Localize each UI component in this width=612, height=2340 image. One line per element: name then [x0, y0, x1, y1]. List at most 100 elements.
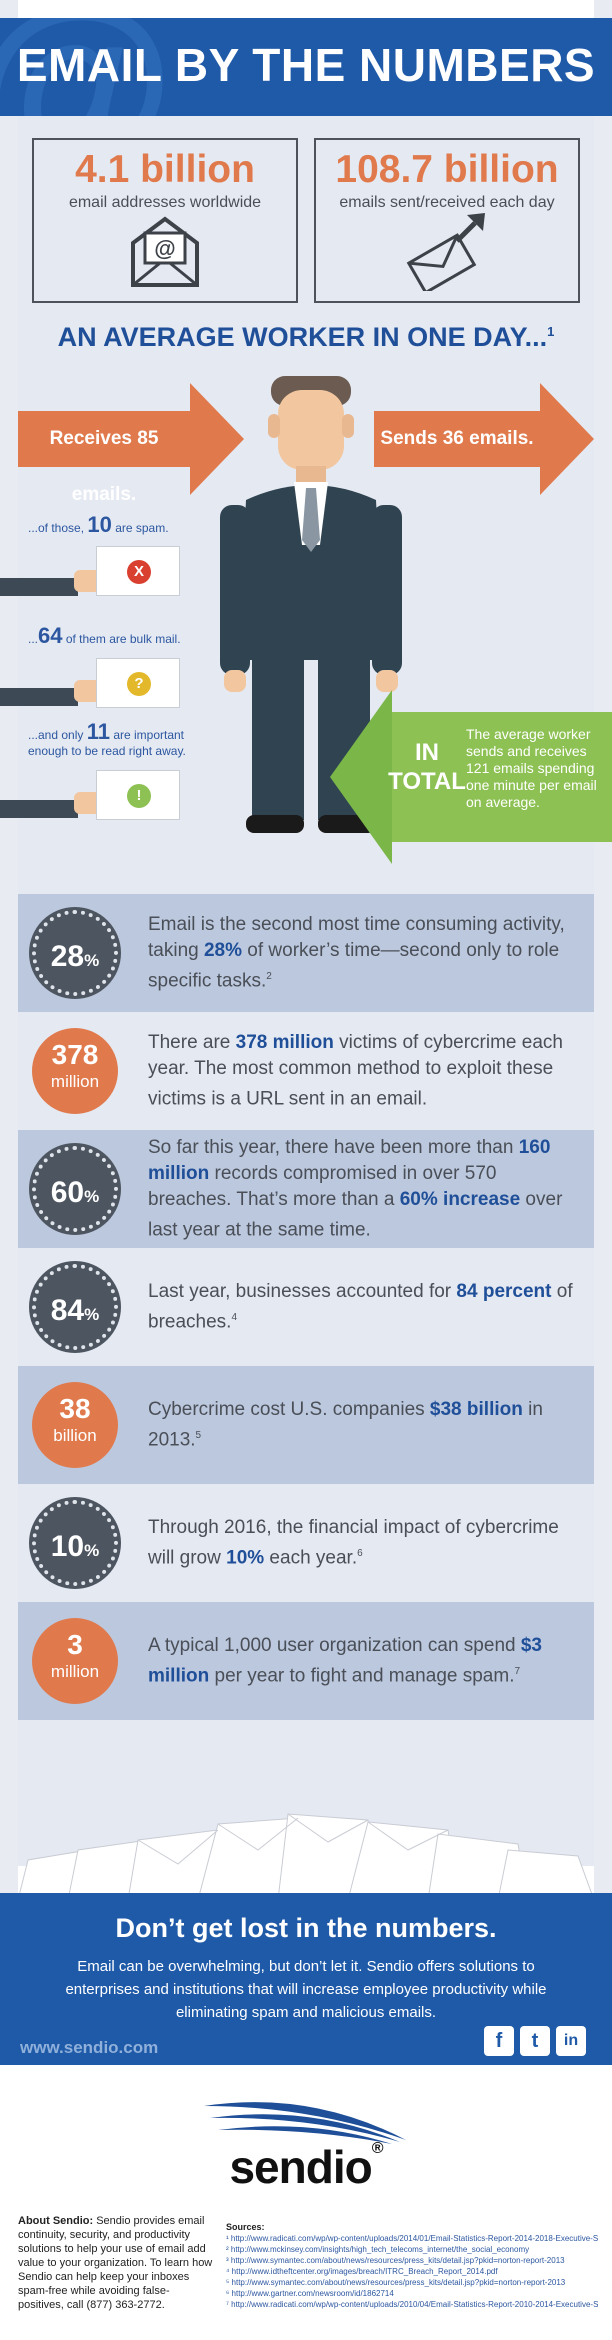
fact-row: 60% So far this year, there have been mor… — [18, 1130, 594, 1248]
stat-email-addresses: 4.1 billion email addresses worldwide @ — [32, 138, 298, 303]
send-envelope-icon — [406, 213, 485, 291]
note-num: 64 — [38, 623, 63, 648]
bulk-envelope-icon: ? — [96, 658, 180, 708]
fact-unit: billion — [53, 1426, 97, 1445]
logo-mark: ® — [371, 2140, 384, 2157]
fact-number: 60 — [50, 1176, 85, 1209]
svg-text:@: @ — [154, 236, 175, 261]
fact-text: Email is the second most time consuming … — [148, 894, 578, 1012]
worker-figure-icon — [220, 376, 402, 833]
website-link[interactable]: www.sendio.com — [20, 2038, 159, 2057]
fact-value: 378 — [32, 1028, 118, 1072]
fact-number: 38 — [59, 1393, 91, 1424]
note-post: are important enough to be read right aw… — [28, 728, 186, 758]
sendio-logo-swoosh-icon — [204, 2102, 406, 2144]
fact-text-post: per year to fight and manage spam. — [209, 1665, 515, 1687]
stat-caption: email addresses worldwide — [68, 194, 262, 211]
fact-unit: million — [50, 1662, 100, 1681]
fact-number: 378 — [51, 1039, 99, 1070]
x-mark-icon: X — [127, 560, 151, 584]
source-link[interactable]: ⁵ http://www.symantec.com/about/news/res… — [226, 2278, 566, 2287]
twitter-icon[interactable]: t — [520, 2026, 550, 2056]
footnote-ref: 2 — [266, 970, 272, 982]
fact-row: 38 billion Cybercrime cost U.S. companies … — [18, 1366, 594, 1484]
source-link[interactable]: ¹ http://www.radicati.com/wp/wp-content/… — [226, 2234, 598, 2243]
fact-value: 60% — [36, 1150, 114, 1240]
fact-text-post: records compromised in over 570 breaches… — [148, 1162, 497, 1210]
facebook-icon[interactable]: f — [484, 2026, 514, 2056]
fact-highlight: 28% — [203, 939, 243, 961]
source-link[interactable]: ² http://www.mckinsey.com/insights/high_… — [226, 2245, 530, 2254]
note-pre: ... — [28, 632, 39, 646]
receives-arrow: Receives 85 emails. — [18, 383, 244, 505]
stat-value: 4.1 billion — [75, 148, 255, 191]
footer-body: Email can be overwhelming, but don’t let… — [65, 1958, 547, 2021]
fact-row: 3 million A typical 1,000 user organizatio… — [18, 1602, 594, 1720]
source-link[interactable]: ⁷ http://www.radicati.com/wp/wp-content/… — [226, 2300, 598, 2309]
side-band-right — [594, 0, 612, 2065]
footer-heading: Don’t get lost in the numbers. — [115, 1913, 497, 1943]
spam-note: ...of those, 10 are spam. — [28, 514, 198, 536]
fact-unit: % — [84, 1541, 100, 1560]
fact-text-post: each year. — [264, 1547, 358, 1569]
fact-text-pre: A typical 1,000 user organization can sp… — [148, 1634, 521, 1656]
exclamation-mark-icon: ! — [127, 784, 151, 808]
source-link[interactable]: ⁴ http://www.idtheftcenter.org/images/br… — [226, 2267, 498, 2276]
fact-value: 28% — [36, 914, 114, 1004]
important-envelope-icon: ! — [96, 770, 180, 820]
sends-arrow: Sends 36 emails. — [374, 383, 594, 495]
fact-highlight: 10% — [226, 1547, 265, 1569]
footer-banner: Don’t get lost in the numbers. Email can… — [0, 1893, 612, 2065]
sleeve — [0, 800, 78, 818]
in-total-body — [392, 712, 612, 842]
note-pre: ...of those, — [28, 521, 88, 535]
fact-text: Through 2016, the financial impact of cy… — [148, 1484, 578, 1602]
fact-unit: % — [84, 1187, 100, 1206]
fact-text-pre: Cybercrime cost U.S. companies — [148, 1398, 430, 1420]
fact-row: 10% Through 2016, the financial impact of… — [18, 1484, 594, 1602]
source-link[interactable]: ⁶ http://www.gartner.com/newsroom/id/186… — [226, 2289, 394, 2298]
fact-text-post: victims of cybercrime each year. The mos… — [148, 1031, 563, 1110]
sources-list: Sources: ¹ http://www.radicati.com/wp/wp… — [226, 2222, 598, 2310]
note-num: 10 — [87, 512, 112, 537]
fact-text-post: of worker’s time—second only to role spe… — [148, 939, 560, 992]
fact-text: There are 378 million victims of cybercr… — [148, 1012, 578, 1130]
fact-bubble: 378 million — [32, 1028, 118, 1114]
fact-number: 28 — [50, 940, 85, 973]
fact-text-pre: Through 2016, the financial impact of cy… — [148, 1516, 559, 1569]
about-sendio: About Sendio: Sendio provides email cont… — [18, 2214, 214, 2312]
fact-text-pre: Last year, businesses accounted for — [148, 1280, 457, 1302]
fact-text-pre: There are — [148, 1031, 236, 1053]
source-link[interactable]: ³ http://www.symantec.com/about/news/res… — [226, 2256, 565, 2265]
arrow-head-icon — [330, 690, 392, 864]
fact-row: 28% Email is the second most time consumi… — [18, 894, 594, 1012]
stat-caption: emails sent/received each day — [339, 194, 555, 211]
page-title: EMAIL BY THE NUMBERS — [16, 39, 596, 91]
fact-bubble: 38 billion — [32, 1382, 118, 1468]
fact-highlight: $38 billion — [429, 1398, 523, 1420]
sleeve — [0, 688, 78, 706]
linkedin-icon[interactable]: in — [556, 2026, 586, 2056]
fact-unit: % — [84, 1305, 100, 1324]
fact-highlight: 160 million — [148, 1136, 551, 1184]
fact-bubble: 10% — [32, 1500, 118, 1586]
fact-bubble: 28% — [32, 910, 118, 996]
about-text: Sendio provides email continuity, securi… — [18, 2215, 213, 2311]
worker-heading: AN AVERAGE WORKER IN ONE DAY...1 — [0, 322, 612, 353]
arrow-head-icon — [540, 383, 594, 495]
fact-unit: % — [84, 951, 100, 970]
fact-text-post: of breaches. — [148, 1280, 573, 1333]
sources-label: Sources: — [226, 2222, 265, 2232]
fact-row: 84% Last year, businesses accounted for 8… — [18, 1248, 594, 1366]
sendio-logo: sendio® — [0, 2140, 612, 2194]
stat-emails-per-day: 108.7 billion emails sent/received each … — [314, 138, 580, 303]
note-post: of them are bulk mail. — [62, 632, 181, 646]
worker-heading-text: AN AVERAGE WORKER IN ONE DAY... — [57, 322, 548, 352]
fact-text: So far this year, there have been more t… — [148, 1130, 578, 1248]
fact-text-post: in 2013. — [148, 1398, 543, 1451]
envelope-pile-icon — [18, 1813, 594, 1900]
fact-value: 10% — [36, 1504, 114, 1594]
fact-highlight: $3 million — [148, 1634, 542, 1687]
footnote-ref: 7 — [514, 1665, 521, 1677]
note-num: 11 — [86, 719, 110, 744]
